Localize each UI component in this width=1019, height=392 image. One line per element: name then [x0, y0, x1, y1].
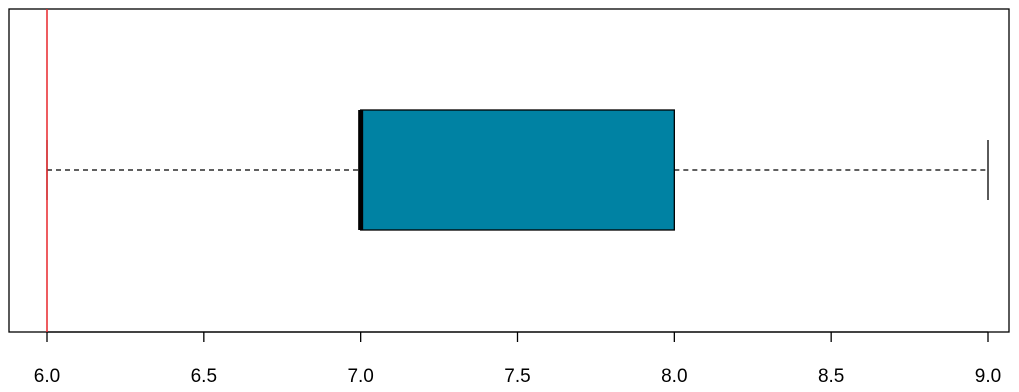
x-tick-label: 7.0	[347, 366, 373, 387]
iqr-box	[360, 109, 675, 231]
x-tick-label: 8.0	[661, 366, 687, 387]
x-tick-label: 9.0	[975, 366, 1001, 387]
box-group	[358, 109, 675, 231]
x-tick-label: 7.5	[504, 366, 530, 387]
x-axis: 6.0 6.5 7.0 7.5 8.0 8.5 9.0	[34, 331, 1001, 387]
x-tick-label: 8.5	[818, 366, 844, 387]
x-tick-label: 6.5	[191, 366, 217, 387]
x-tick-label: 6.0	[34, 366, 60, 387]
